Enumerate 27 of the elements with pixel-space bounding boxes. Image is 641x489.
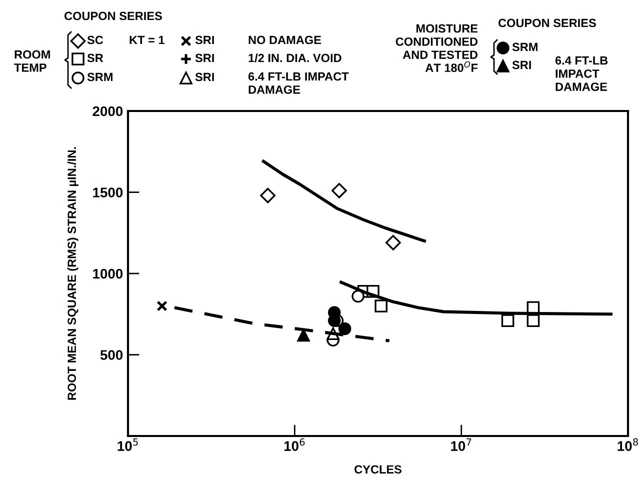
legend-label: SR — [87, 54, 104, 62]
legend-label: SRI — [195, 72, 214, 82]
text: 6.4 FT-LB IMPACT DAMAGE — [555, 56, 608, 91]
legend-label: SRM — [512, 42, 538, 52]
legend-label: SRI — [195, 36, 214, 44]
text: COUPON SERIES — [498, 18, 596, 28]
text: COUPON SERIES — [64, 12, 162, 20]
x-tick-label: 10$^{5}$ — [118, 438, 138, 451]
legend-label: SC — [87, 36, 104, 44]
text: 6.4 FT-LB IMPACT DAMAGE — [248, 72, 349, 94]
y-tick-label: 1500 — [93, 188, 123, 198]
y-axis-title: ROOT MEAN SQUARE (RMS) STRAIN µIN./IN. — [67, 147, 78, 400]
x-axis-title: CYCLES — [354, 465, 402, 474]
x-tick-label: 10$^{8}$ — [618, 438, 638, 451]
text: 1/2 IN. DIA. VOID — [248, 54, 342, 62]
legend-label: SRI — [512, 60, 531, 70]
text: KT = 1 — [130, 36, 164, 44]
text: NO DAMAGE — [248, 36, 321, 44]
x-tick-label: 10$^{7}$ — [451, 438, 472, 451]
y-tick-label: 1000 — [93, 268, 123, 279]
text: MOISTURE CONDITIONED AND TESTED AT 180$^{O}$F — [396, 24, 478, 72]
x-tick-label: 10$^{6}$ — [284, 438, 305, 451]
text: ROOM TEMP — [14, 50, 50, 72]
y-tick-label: 2000 — [92, 106, 123, 116]
legend-label: SRI — [195, 54, 214, 62]
legend-label: SRM — [87, 72, 112, 82]
y-tick-label: 500 — [100, 350, 123, 360]
